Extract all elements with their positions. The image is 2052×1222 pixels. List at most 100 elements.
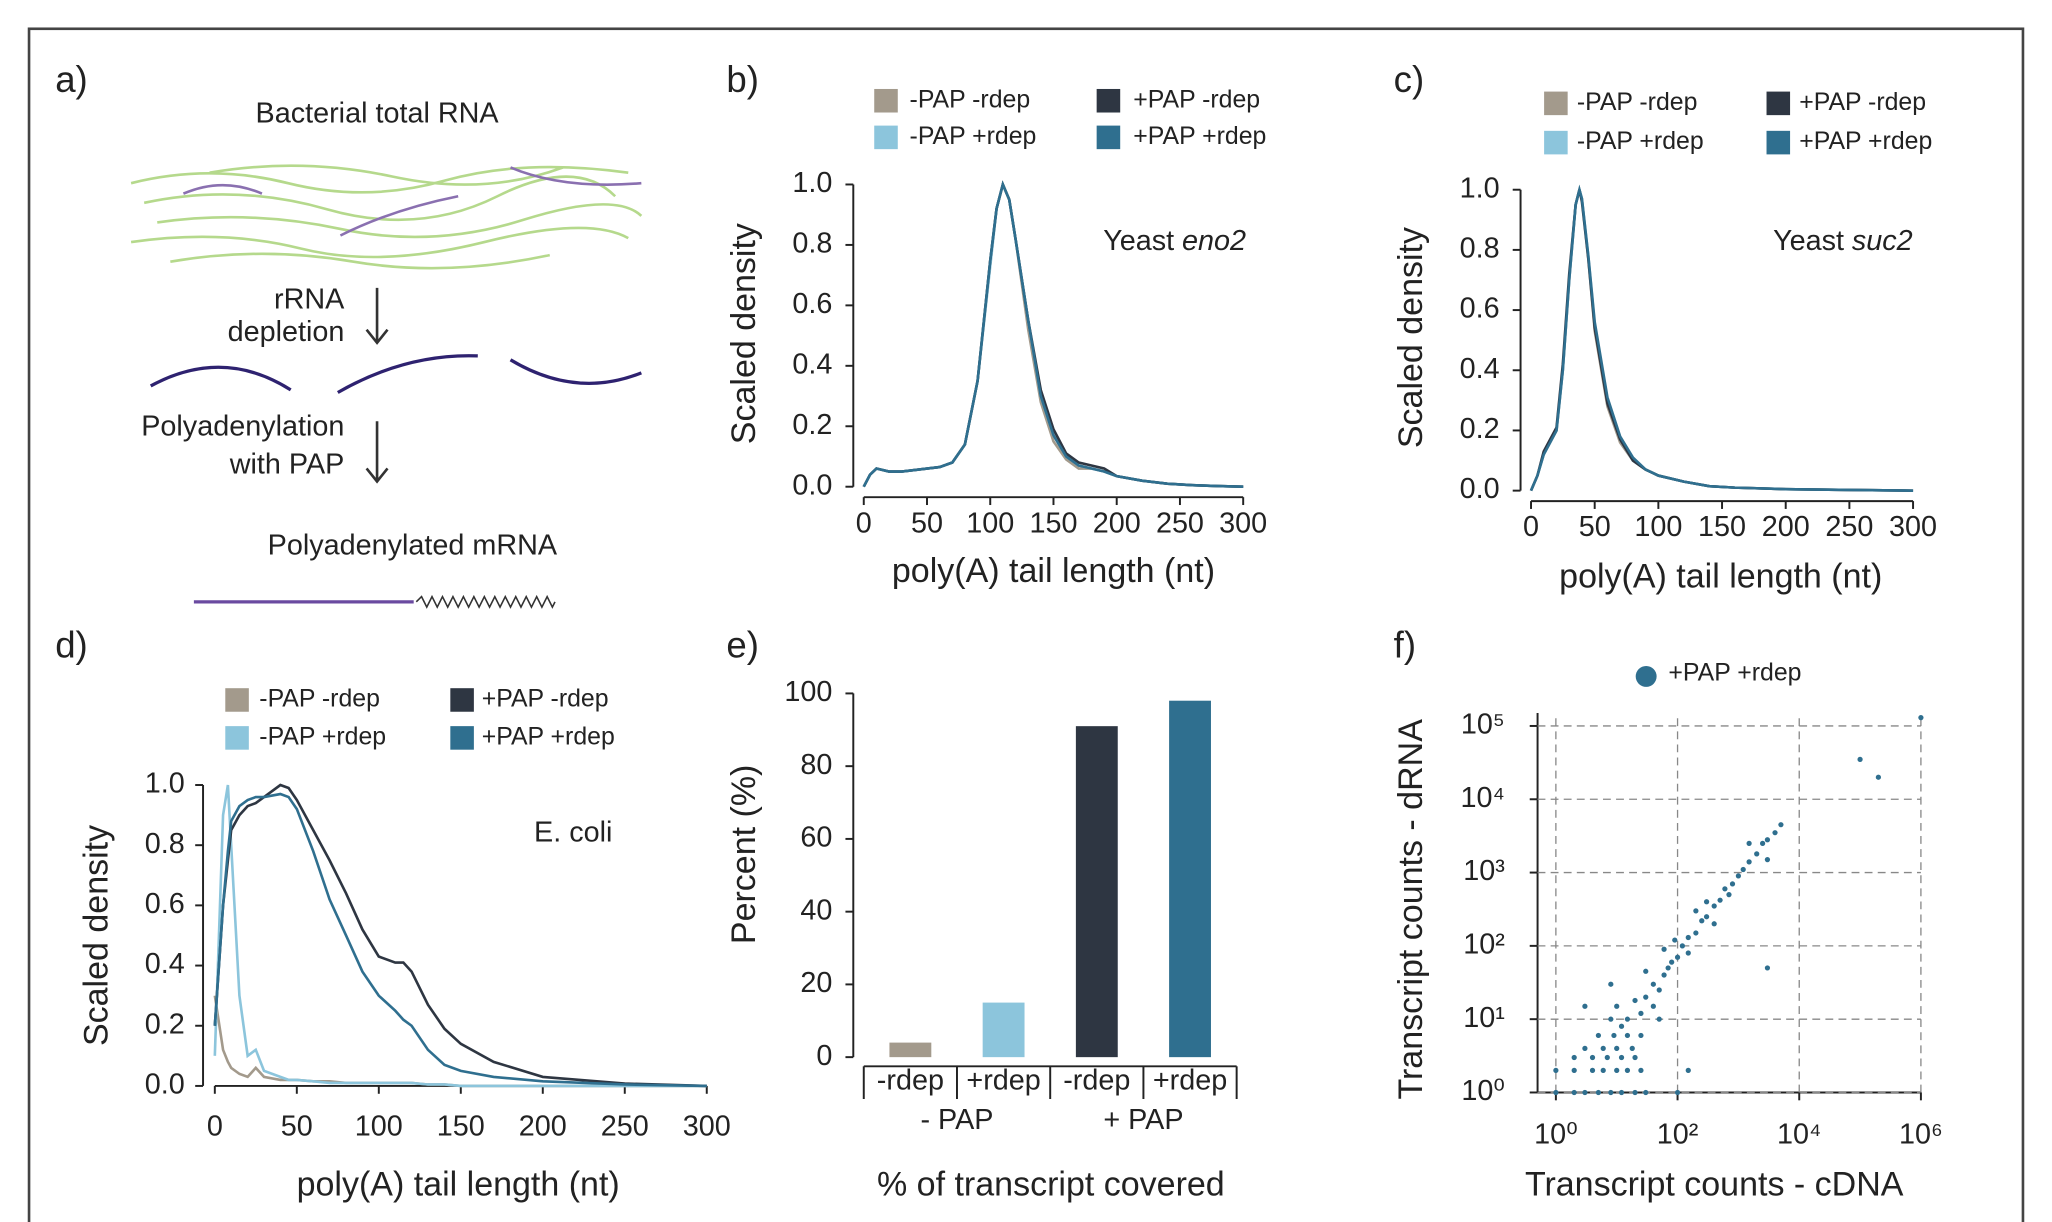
point <box>1674 1089 1681 1096</box>
result-text: Polyadenylated mRNA <box>268 530 558 562</box>
chart-panel: d) poly(A) tail length (nt) Scaled density… <box>55 624 731 1203</box>
point <box>1589 1054 1596 1061</box>
point <box>1643 994 1649 1000</box>
point <box>1608 1089 1614 1096</box>
legend-swatch <box>1544 91 1568 116</box>
point <box>1589 1067 1596 1074</box>
y-tick-label: 0.4 <box>145 948 185 980</box>
bar <box>889 1042 932 1058</box>
point <box>1703 914 1710 920</box>
point <box>1614 1003 1620 1009</box>
y-tick-label: 0.2 <box>792 409 832 441</box>
y-tick-label: 0.2 <box>145 1008 185 1040</box>
polya-tail <box>415 594 556 609</box>
legend-swatch <box>225 688 249 712</box>
chart-panel: b) poly(A) tail length (nt) Scaled density… <box>725 59 1267 590</box>
y-tick-label: 0.4 <box>792 348 832 380</box>
point <box>1571 1067 1577 1074</box>
point <box>1685 950 1691 956</box>
y-tick-label: 80 <box>800 749 832 781</box>
x-tick-label: 200 <box>1093 507 1141 539</box>
x-tick-label: 100 <box>1634 511 1682 543</box>
density-line <box>1529 184 1914 492</box>
point <box>1582 1003 1588 1009</box>
group-label: + PAP <box>1103 1104 1183 1136</box>
step-text: Polyadenylation <box>141 410 344 442</box>
point <box>1650 1003 1656 1009</box>
arrow <box>365 421 389 484</box>
point <box>1618 1089 1625 1096</box>
point <box>1553 1067 1559 1074</box>
y-tick-label: 10¹ <box>1463 1002 1505 1034</box>
point <box>1717 897 1723 903</box>
diagram: a) Bacterial total RNA rRNA depletion Po… <box>55 59 643 609</box>
y-tick-label: 0.8 <box>792 228 832 260</box>
step-text: depletion <box>228 316 345 348</box>
bar <box>1075 726 1118 1058</box>
x-tick-label: 300 <box>1219 507 1267 539</box>
point <box>1746 840 1752 847</box>
y-tick-label: 0.0 <box>145 1069 185 1101</box>
point <box>1582 1089 1588 1096</box>
point <box>1729 881 1736 887</box>
point <box>1604 1054 1610 1061</box>
step-text: rRNA <box>274 284 345 316</box>
y-tick-label: 10³ <box>1463 855 1505 887</box>
x-tick-label: 200 <box>1762 511 1810 543</box>
x-tick-label: -rdep <box>877 1065 944 1097</box>
density-line <box>213 995 707 1088</box>
legend-label: +PAP -rdep <box>1799 89 1926 116</box>
x-axis-label: Transcript counts - cDNA <box>1525 1166 1904 1204</box>
point <box>1918 714 1924 721</box>
point <box>1600 1067 1606 1074</box>
y-tick-label: 0 <box>816 1040 832 1072</box>
x-tick-label: 200 <box>519 1110 567 1142</box>
x-tick-label: 300 <box>1889 511 1937 543</box>
point <box>1672 937 1678 943</box>
legend-swatch <box>1766 130 1791 155</box>
x-axis-label: poly(A) tail length (nt) <box>297 1166 620 1204</box>
y-tick-label: 0.0 <box>1460 473 1500 505</box>
x-axis-label: poly(A) tail length (nt) <box>892 552 1215 590</box>
point <box>1722 886 1728 892</box>
arrow <box>365 287 389 345</box>
point <box>1571 1089 1577 1096</box>
point <box>1618 1023 1625 1029</box>
x-tick-label: 10⁰ <box>1534 1118 1578 1150</box>
y-tick-label: 0.0 <box>792 469 832 501</box>
x-tick-label: 0 <box>1523 511 1539 543</box>
point <box>1595 1089 1602 1096</box>
y-tick-label: 10⁵ <box>1461 709 1505 741</box>
bar <box>1169 700 1211 1058</box>
point <box>1711 921 1717 927</box>
annotation-part: suc2 <box>1852 225 1913 257</box>
x-tick-label: 50 <box>281 1110 313 1142</box>
legend-label: -PAP -rdep <box>259 686 380 713</box>
annotation-part: E. coli <box>534 816 612 848</box>
point <box>1703 899 1710 905</box>
step-text: with PAP <box>229 448 345 480</box>
annotation: Yeast eno2 <box>1103 225 1246 257</box>
x-tick-label: 50 <box>1579 511 1611 543</box>
point <box>1661 972 1667 978</box>
legend-marker <box>1635 665 1657 687</box>
panel-label: b) <box>726 59 759 100</box>
point <box>1632 1089 1638 1096</box>
point <box>1618 1054 1625 1061</box>
point <box>1764 837 1771 843</box>
depleted-strands <box>149 354 642 394</box>
diagram-title: Bacterial total RNA <box>256 98 500 130</box>
y-axis-label: Scaled density <box>725 223 763 444</box>
legend-swatch <box>225 726 249 750</box>
point <box>1674 954 1681 960</box>
point <box>1624 1032 1631 1039</box>
point <box>1665 965 1671 971</box>
legend-swatch <box>1766 91 1791 116</box>
panel-label: f) <box>1394 624 1416 665</box>
point <box>1595 1032 1602 1039</box>
y-tick-label: 1.0 <box>145 768 185 800</box>
x-tick-label: 100 <box>966 507 1014 539</box>
x-tick-label: 300 <box>683 1110 731 1142</box>
x-axis-label: % of transcript covered <box>877 1166 1225 1204</box>
